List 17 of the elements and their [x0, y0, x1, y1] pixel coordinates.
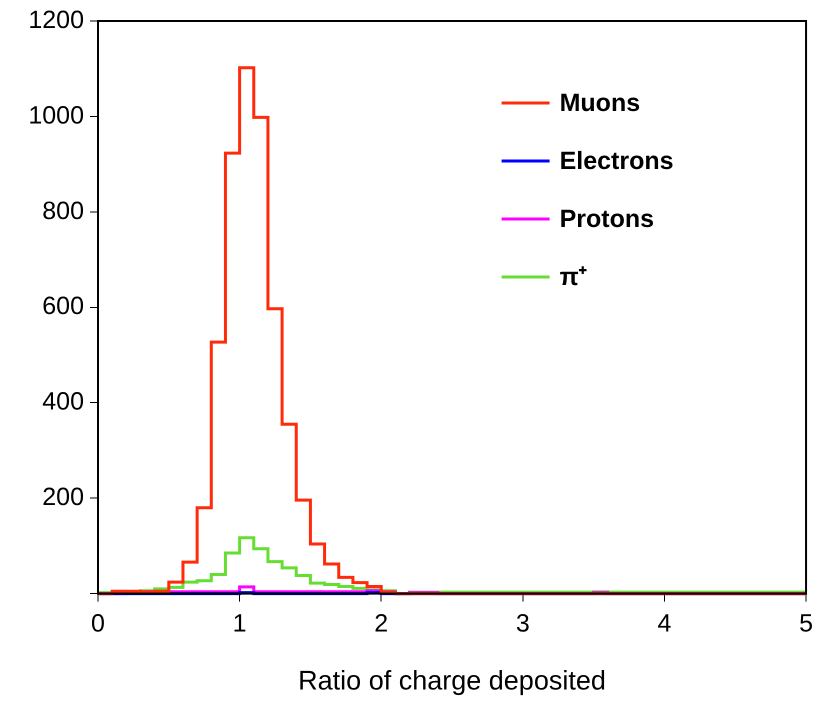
y-tick-label: 200	[42, 483, 84, 512]
x-tick-label: 1	[232, 609, 247, 638]
y-tick-label: 400	[42, 388, 84, 416]
x-tick-label: 4	[657, 609, 672, 638]
x-tick-label: 2	[374, 609, 388, 638]
x-tick-label: 5	[799, 609, 813, 638]
x-tick-label: 0	[91, 609, 105, 638]
y-tick-label: 1000	[28, 101, 84, 130]
legend-label: Protons	[560, 204, 654, 233]
legend-label: Muons	[560, 88, 640, 117]
y-tick-label: 800	[42, 196, 84, 225]
y-tick-label: 600	[42, 292, 84, 320]
legend-label: π⁺	[560, 262, 588, 291]
x-tick-label: 3	[516, 609, 530, 638]
y-tick-label: 1200	[28, 6, 84, 34]
legend-label: Electrons	[560, 146, 674, 175]
x-axis-title: Ratio of charge deposited	[298, 665, 606, 696]
